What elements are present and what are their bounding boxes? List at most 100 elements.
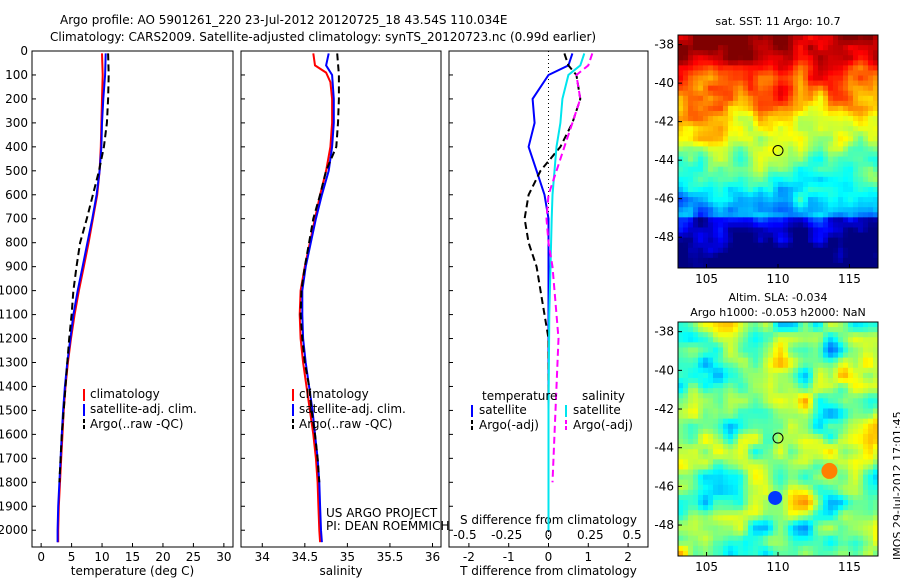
map-cell [698,75,704,81]
map-cell [768,212,774,218]
map-cell [733,428,739,435]
map-cell [768,131,774,137]
map-cell [793,45,799,51]
map-cell [788,377,794,384]
map-cell [843,242,849,249]
map-cell [798,247,804,254]
map-cell [713,227,719,233]
map-cell [723,166,729,173]
map-cell [848,85,854,92]
map-cell [793,65,799,71]
map-cell [843,413,849,420]
map-cell [868,433,874,440]
map-cell [763,357,769,364]
map-cell [873,439,879,445]
map-cell [778,372,784,379]
map-cell [728,383,734,389]
map-cell [863,505,869,511]
map-cell [783,540,789,547]
map-cell [828,166,834,173]
map-cell [838,45,844,51]
map-cell [858,494,864,501]
map-cell [728,217,734,223]
map-cell [688,90,694,97]
map-cell [728,90,734,97]
map-cell [808,65,814,71]
map-cell [868,95,874,102]
map-cell [733,525,739,531]
map-cell [788,484,794,491]
map-cell [708,105,714,112]
map-cell [733,85,739,92]
map-cell [723,171,729,178]
map-cell [853,146,859,152]
map-cell [688,247,694,254]
map-cell [853,398,859,404]
map-cell [773,50,779,56]
map-cell [703,171,709,178]
map-cell [678,186,684,193]
map-cell [678,197,684,203]
map-cell [688,484,694,491]
map-cell [698,161,704,168]
map-cell [833,322,839,328]
map-cell [813,413,819,420]
map-cell [823,494,829,501]
map-cell [833,332,839,338]
map-cell [853,192,859,198]
map-cell [753,357,759,364]
map-cell [798,65,804,71]
map-cell [863,322,869,328]
map-cell [793,171,799,178]
map-cell [698,454,704,460]
map-cell [738,408,744,414]
map-cell [813,352,819,359]
map-cell [748,403,754,409]
y-tick-label: 1100 [0,308,28,322]
map-cell [703,454,709,460]
map-cell [863,171,869,178]
map-cell [768,257,774,264]
map-cell [703,40,709,46]
map-cell [678,100,684,107]
map-cell [693,337,699,343]
map-cell [808,35,814,41]
map-cell [833,131,839,137]
map-cell [683,80,689,87]
map-cell [728,418,734,425]
map-cell [723,110,729,117]
map-cell [828,479,834,486]
map-cell [798,192,804,198]
map-cell [853,121,859,127]
map-cell [853,413,859,420]
map-cell [748,207,754,213]
map-cell [698,545,704,552]
map-cell [698,126,704,132]
map-cell [723,85,729,92]
map-cell [858,192,864,198]
map-cell [803,116,809,122]
map-cell [798,121,804,127]
map-cell [833,262,839,269]
map-cell [828,423,834,430]
map-cell [818,352,824,359]
map-cell [758,237,764,244]
map-cell [708,372,714,379]
map-cell [708,222,714,228]
map-cell [743,362,749,369]
map-cell [723,252,729,259]
map-cell [863,484,869,491]
map-cell [828,454,834,460]
map-cell [683,222,689,228]
map-cell [753,393,759,399]
map-cell [818,322,824,328]
map-cell [753,383,759,389]
map-cell [823,252,829,259]
map-cell [723,126,729,132]
map-cell [783,403,789,409]
map-cell [828,35,834,41]
map-cell [748,494,754,501]
map-cell [758,151,764,157]
map-cell [703,80,709,87]
map-cell [848,95,854,102]
